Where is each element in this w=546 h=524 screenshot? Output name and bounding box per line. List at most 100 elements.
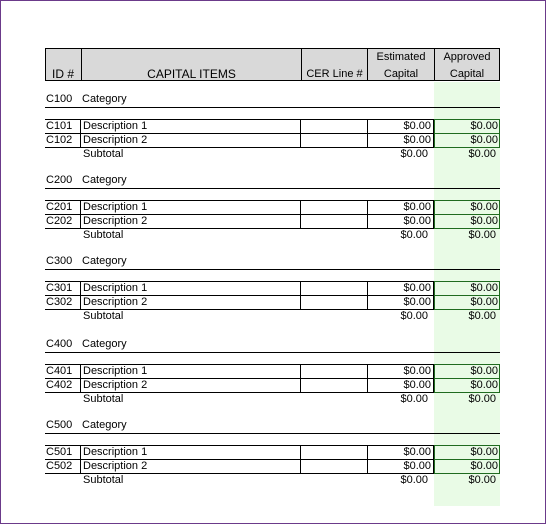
category-underline [45,188,500,189]
row-estimated[interactable]: $0.00 [403,446,431,458]
row-id: C202 [46,215,73,227]
row-id: C502 [46,460,73,472]
row-description[interactable]: Description 2 [83,460,148,472]
approved-column-band [434,82,500,506]
row-description[interactable]: Description 1 [83,120,148,132]
subtotal-label: Subtotal [83,148,124,160]
category-label: Category [82,174,127,186]
row-line [45,459,500,460]
header-estimated-bottom: Capital [383,68,419,80]
row-description[interactable]: Description 1 [83,446,148,458]
row-description[interactable]: Description 2 [83,134,148,146]
category-underline [45,107,500,108]
subtotal-estimated: $0.00 [400,474,428,486]
subtotal-approved: $0.00 [468,229,496,241]
column-line [367,364,368,392]
row-estimated[interactable]: $0.00 [403,120,431,132]
row-line [45,473,500,474]
row-description[interactable]: Description 2 [83,296,148,308]
subtotal-approved: $0.00 [468,393,496,405]
category-label: Category [82,338,127,350]
row-approved[interactable]: $0.00 [470,134,498,146]
subtotal-label: Subtotal [83,393,124,405]
subtotal-estimated: $0.00 [400,310,428,322]
row-line [45,200,500,201]
category-underline [45,269,500,270]
row-approved[interactable]: $0.00 [470,365,498,377]
row-approved[interactable]: $0.00 [470,296,498,308]
subtotal-label: Subtotal [83,474,124,486]
subtotal-approved: $0.00 [468,148,496,160]
row-description[interactable]: Description 1 [83,201,148,213]
row-line [45,214,500,215]
column-line [80,200,81,228]
row-line [45,133,500,134]
row-description[interactable]: Description 1 [83,365,148,377]
column-line [300,364,301,392]
column-line [300,281,301,309]
approved-cell-border [434,378,500,393]
row-approved[interactable]: $0.00 [470,201,498,213]
row-id: C402 [46,379,73,391]
row-approved[interactable]: $0.00 [470,379,498,391]
subtotal-label: Subtotal [83,229,124,241]
row-line [45,119,500,120]
row-estimated[interactable]: $0.00 [403,201,431,213]
column-line [367,200,368,228]
row-line [45,295,500,296]
subtotal-estimated: $0.00 [400,229,428,241]
row-estimated[interactable]: $0.00 [403,282,431,294]
row-estimated[interactable]: $0.00 [403,379,431,391]
category-code: C300 [46,255,73,267]
column-line [433,445,434,473]
subtotal-approved: $0.00 [468,310,496,322]
category-underline [45,433,500,434]
category-code: C500 [46,419,73,431]
subtotal-estimated: $0.00 [400,393,428,405]
column-line [367,119,368,147]
row-id: C201 [46,201,73,213]
column-line [300,200,301,228]
row-description[interactable]: Description 2 [83,379,148,391]
column-line [433,119,434,147]
row-approved[interactable]: $0.00 [470,446,498,458]
subtotal-estimated: $0.00 [400,148,428,160]
row-description[interactable]: Description 1 [83,282,148,294]
header-cer-line: CER Line # [306,68,363,80]
column-line [300,445,301,473]
row-approved[interactable]: $0.00 [470,215,498,227]
row-id: C102 [46,134,73,146]
category-code: C100 [46,93,73,105]
table-header: ID # CAPITAL ITEMS CER Line # Estimated … [45,48,500,81]
row-id: C101 [46,120,73,132]
column-line [433,281,434,309]
row-line [45,147,500,148]
approved-cell-border [434,459,500,474]
column-line [80,445,81,473]
column-line [80,119,81,147]
category-underline [45,352,500,353]
row-estimated[interactable]: $0.00 [403,134,431,146]
row-line [45,309,500,310]
row-estimated[interactable]: $0.00 [403,215,431,227]
row-line [45,228,500,229]
category-code: C200 [46,174,73,186]
row-estimated[interactable]: $0.00 [403,365,431,377]
row-approved[interactable]: $0.00 [470,120,498,132]
category-label: Category [82,255,127,267]
header-id: ID # [52,67,75,81]
header-estimated-top: Estimated [376,51,426,63]
category-label: Category [82,93,127,105]
row-estimated[interactable]: $0.00 [403,296,431,308]
row-approved[interactable]: $0.00 [470,282,498,294]
approved-cell-border [434,133,500,148]
row-estimated[interactable]: $0.00 [403,460,431,472]
row-id: C401 [46,365,73,377]
approved-cell-border [434,295,500,310]
column-line [367,281,368,309]
column-line [80,364,81,392]
subtotal-label: Subtotal [83,310,124,322]
row-description[interactable]: Description 2 [83,215,148,227]
row-approved[interactable]: $0.00 [470,460,498,472]
row-line [45,364,500,365]
